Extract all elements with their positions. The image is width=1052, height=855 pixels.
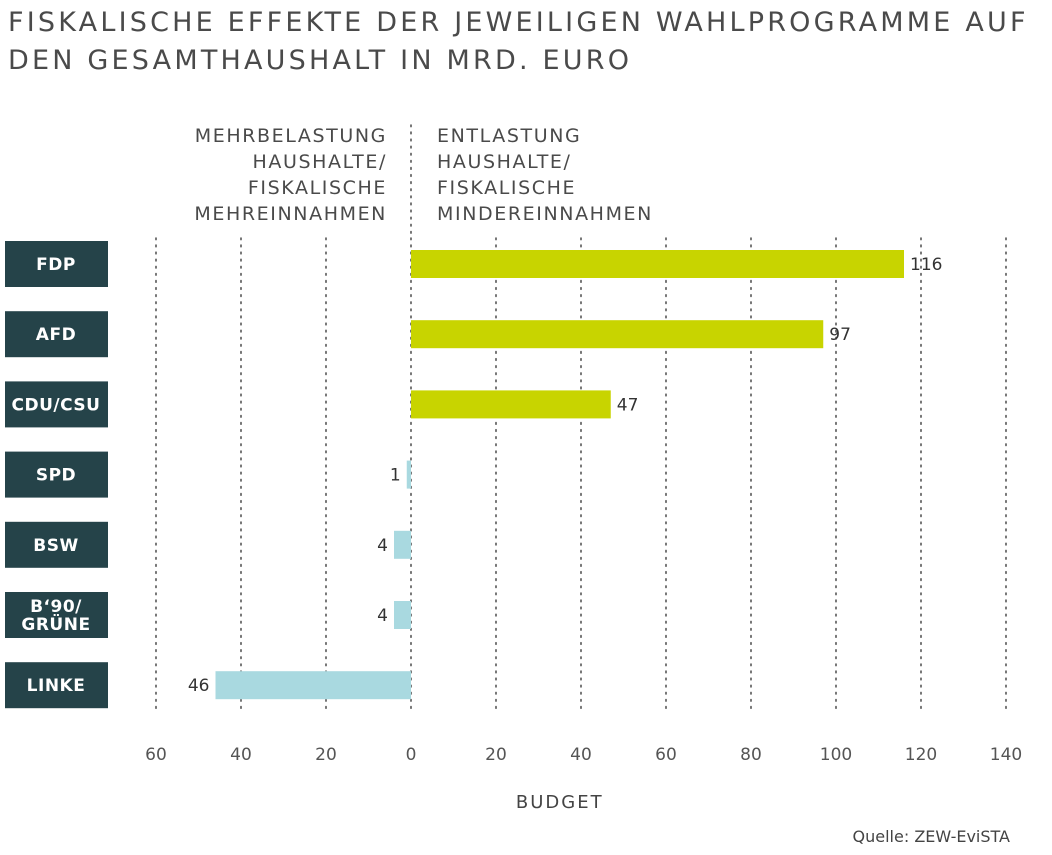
bar	[394, 601, 411, 629]
x-tick-label: 120	[905, 745, 937, 765]
data-label: 116	[910, 255, 942, 275]
x-tick-label: 60	[655, 745, 677, 765]
bar	[215, 671, 411, 700]
party-label-box	[5, 451, 108, 498]
x-tick-label: 20	[485, 745, 507, 765]
bar	[411, 320, 824, 349]
party-label-box	[5, 662, 108, 709]
party-label: BSW	[33, 536, 78, 556]
right-side-label-text: ENTLASTUNG HAUSHALTE/ FISKALISCHE MINDER…	[437, 125, 653, 225]
party-label: FDP	[36, 255, 76, 275]
data-label: 1	[390, 466, 401, 486]
data-label: 46	[188, 676, 210, 696]
left-side-label: MEHRBELASTUNG HAUSHALTE/ FISKALISCHE MEH…	[187, 123, 387, 227]
x-tick-label: 0	[406, 745, 417, 765]
data-label: 97	[829, 325, 851, 345]
x-axis-title: BUDGET	[516, 792, 604, 813]
bar	[411, 250, 904, 278]
party-label-box	[5, 381, 108, 428]
right-side-label: ENTLASTUNG HAUSHALTE/ FISKALISCHE MINDER…	[437, 123, 677, 227]
source-note: Quelle: ZEW-EviSTA	[853, 827, 1011, 846]
bar	[394, 530, 411, 559]
party-label: SPD	[36, 466, 76, 486]
x-tick-label: 80	[740, 745, 762, 765]
x-tick-label: 20	[315, 745, 337, 765]
x-tick-label: 140	[990, 745, 1022, 765]
party-label: LINKE	[27, 676, 86, 696]
bar	[411, 390, 611, 419]
party-label: AFD	[36, 325, 76, 345]
party-label-box	[5, 311, 108, 358]
party-label-box	[5, 521, 108, 568]
x-tick-label: 40	[570, 745, 592, 765]
x-tick-label: 60	[145, 745, 167, 765]
x-tick-label: 100	[820, 745, 852, 765]
chart-title: FISKALISCHE EFFEKTE DER JEWEILIGEN WAHLP…	[8, 7, 1029, 76]
party-label-box	[5, 241, 108, 287]
party-label: B‘90/	[30, 597, 82, 617]
party-label-box	[5, 592, 108, 638]
party-label: GRÜNE	[21, 613, 90, 635]
bar	[406, 460, 411, 489]
data-label: 4	[377, 536, 388, 556]
data-label: 4	[377, 606, 388, 626]
left-side-label-text: MEHRBELASTUNG HAUSHALTE/ FISKALISCHE MEH…	[194, 125, 387, 225]
data-label: 47	[617, 395, 639, 415]
party-label: CDU/CSU	[12, 395, 101, 415]
x-tick-label: 40	[230, 745, 252, 765]
